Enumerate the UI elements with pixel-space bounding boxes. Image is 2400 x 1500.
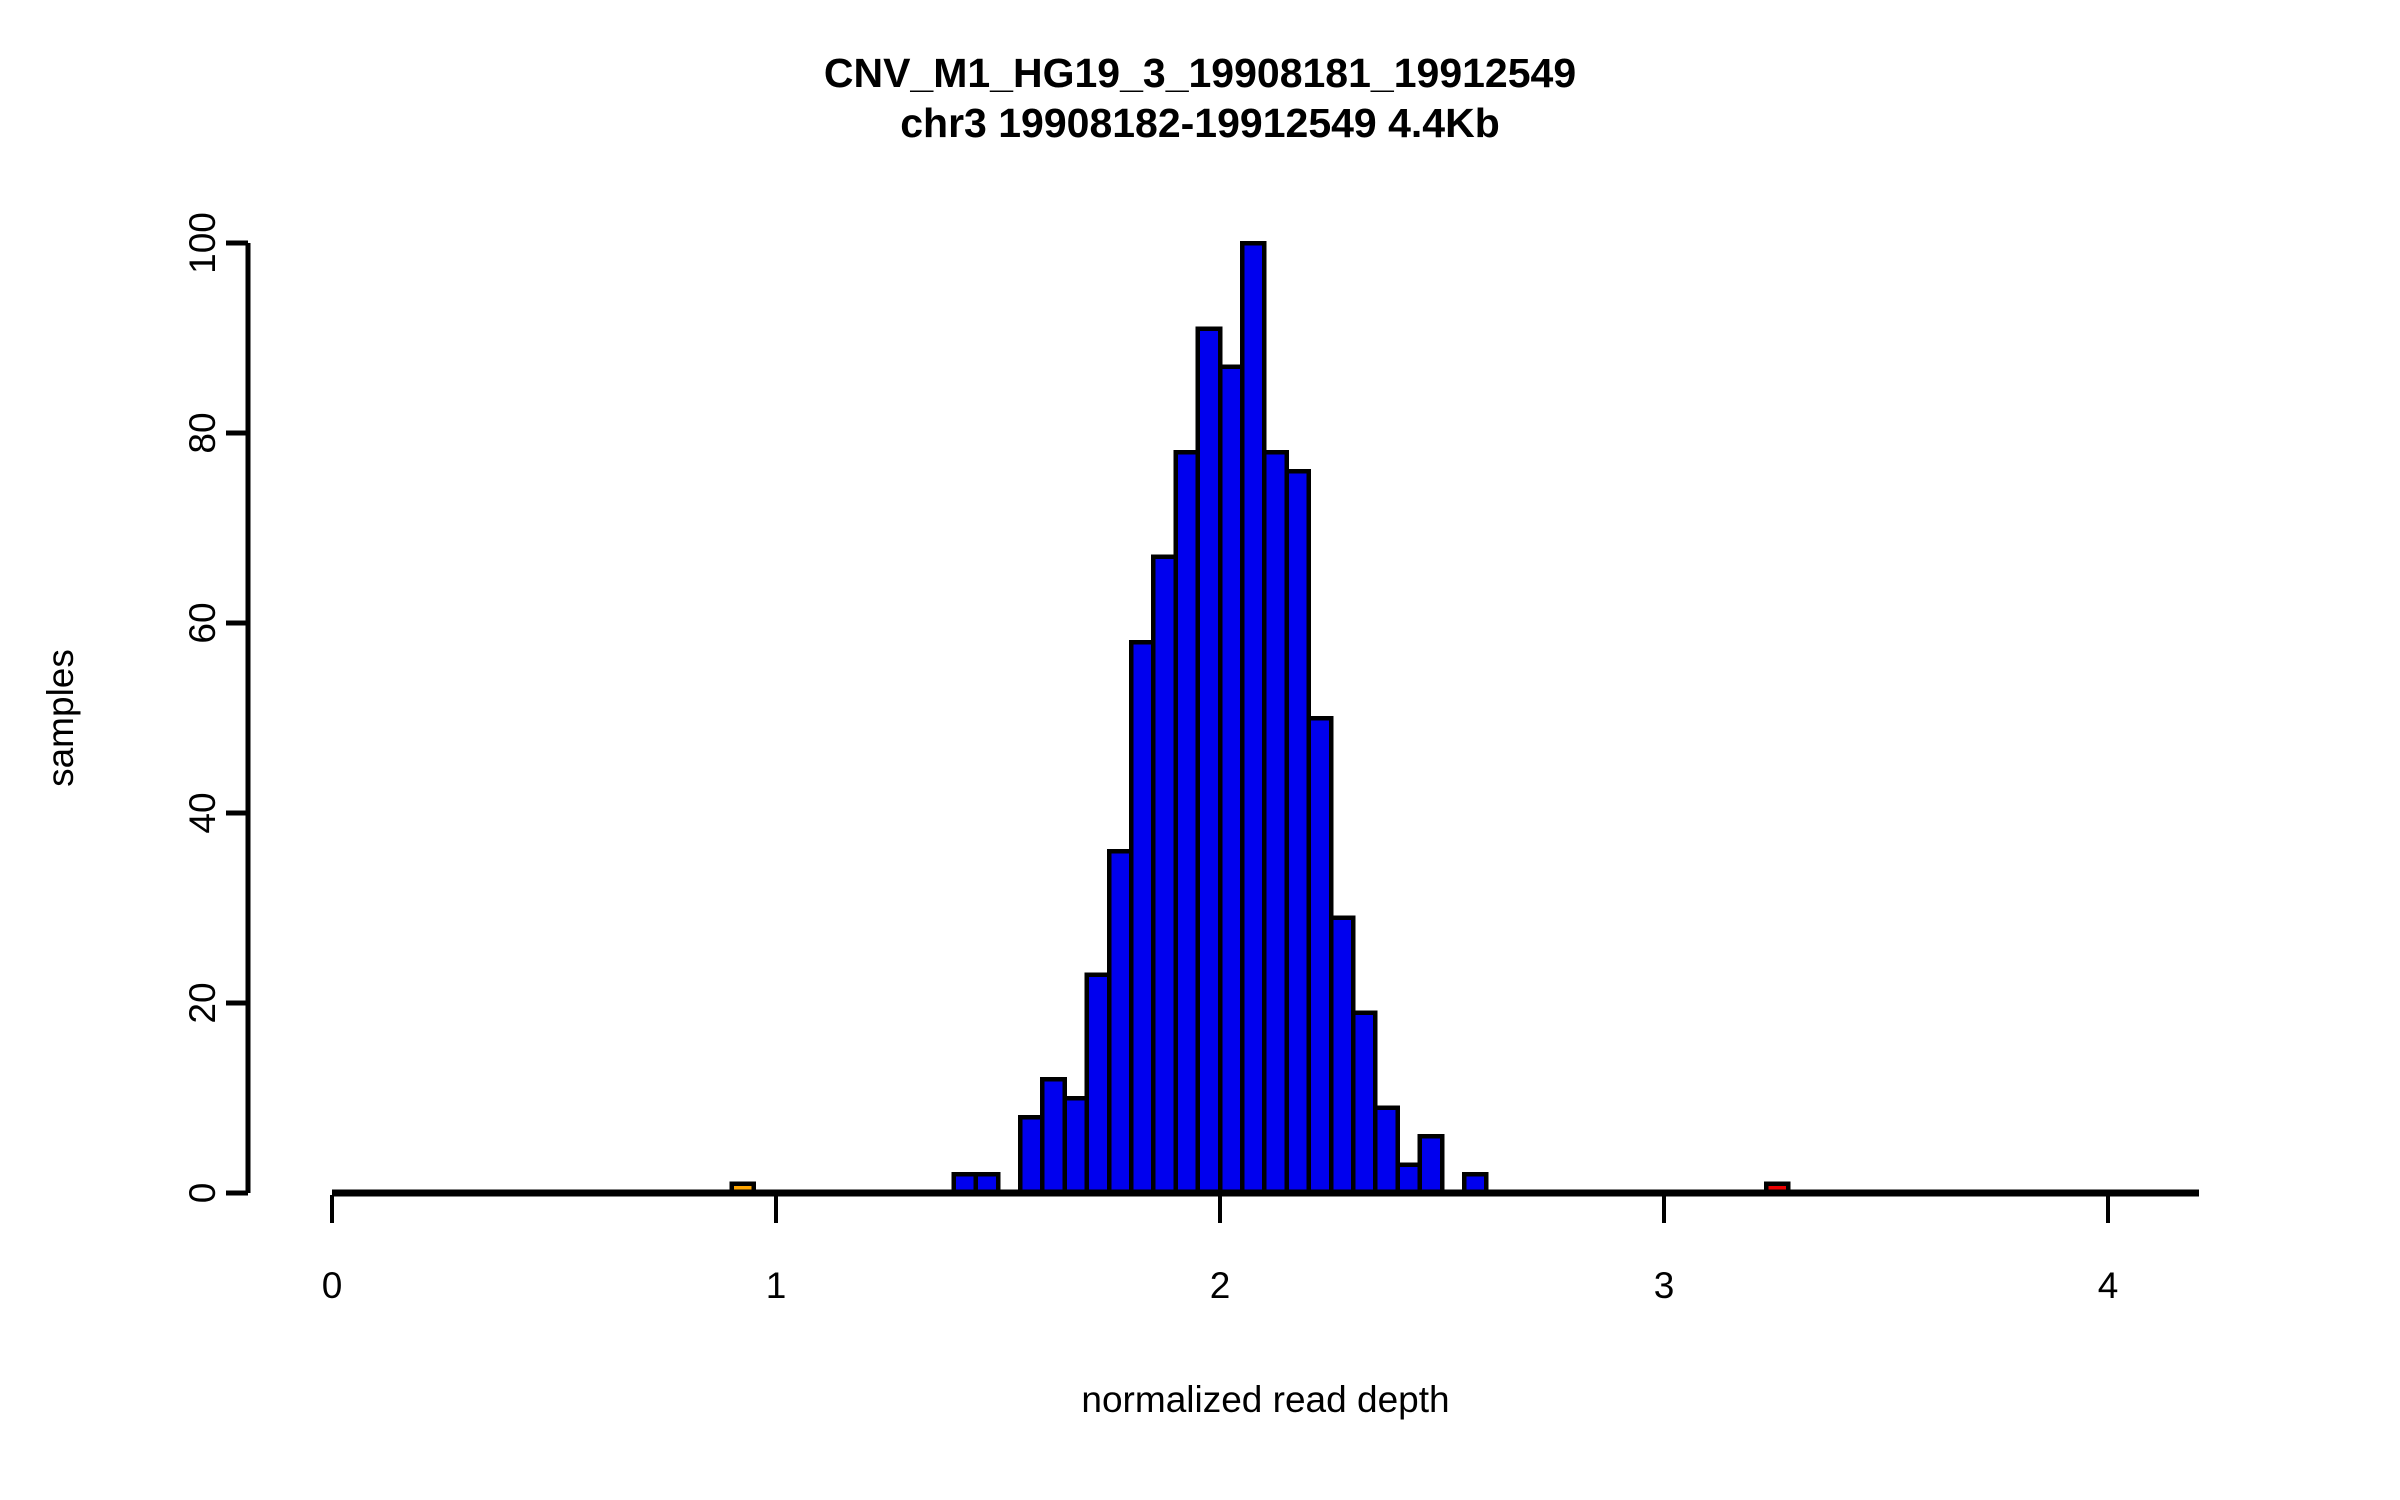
axes-group (226, 240, 2199, 1223)
histogram-bar (1328, 915, 1356, 1196)
histogram-bar (1017, 1114, 1045, 1196)
y-axis-title: samples (40, 649, 81, 787)
x-axis-title: normalized read depth (1081, 1379, 1449, 1420)
histogram-bars-group (729, 240, 1791, 1196)
tick-labels-group: 0 20 40 60 80 100 0 1 2 3 4 normalized read depth sa… (40, 212, 2118, 1420)
x-tick-label: 3 (1654, 1265, 1675, 1306)
y-tick-label: 40 (182, 792, 223, 833)
histogram-bar (1040, 1076, 1067, 1196)
histogram-bar (1306, 715, 1334, 1196)
x-tick-label: 0 (322, 1265, 343, 1306)
histogram-bar (1417, 1133, 1445, 1196)
histogram-bar (1106, 848, 1134, 1196)
histogram-bar (1350, 1010, 1378, 1196)
histogram-bar (1062, 1095, 1090, 1196)
x-tick-label: 2 (1210, 1265, 1231, 1306)
y-tick-label: 80 (182, 412, 223, 453)
histogram-bar (1284, 468, 1312, 1196)
x-tick-label: 1 (766, 1265, 787, 1306)
histogram-bar (1173, 449, 1201, 1196)
histogram-bar (1395, 1162, 1423, 1196)
x-tick-label: 4 (2098, 1265, 2119, 1306)
histogram-bar (1195, 326, 1223, 1196)
histogram-bar (1128, 639, 1156, 1196)
histogram-bar (1262, 449, 1289, 1196)
y-tick-label: 0 (182, 1183, 223, 1204)
y-tick-label: 60 (182, 602, 223, 643)
histogram-bar (1373, 1105, 1400, 1196)
y-tick-label: 20 (182, 982, 223, 1023)
chart-title-line-1: CNV_M1_HG19_3_19908181_19912549 (823, 50, 1577, 96)
chart-title-line-2: chr3 19908182-19912549 4.4Kb (900, 100, 1500, 146)
chart-title-block: CNV_M1_HG19_3_19908181_19912549 chr3 199… (0, 48, 2400, 148)
histogram-bar (1239, 240, 1267, 1196)
histogram-bar (1084, 972, 1112, 1196)
histogram-bar (1217, 364, 1245, 1196)
y-tick-label: 100 (182, 212, 223, 274)
histogram-bar (1151, 554, 1178, 1196)
